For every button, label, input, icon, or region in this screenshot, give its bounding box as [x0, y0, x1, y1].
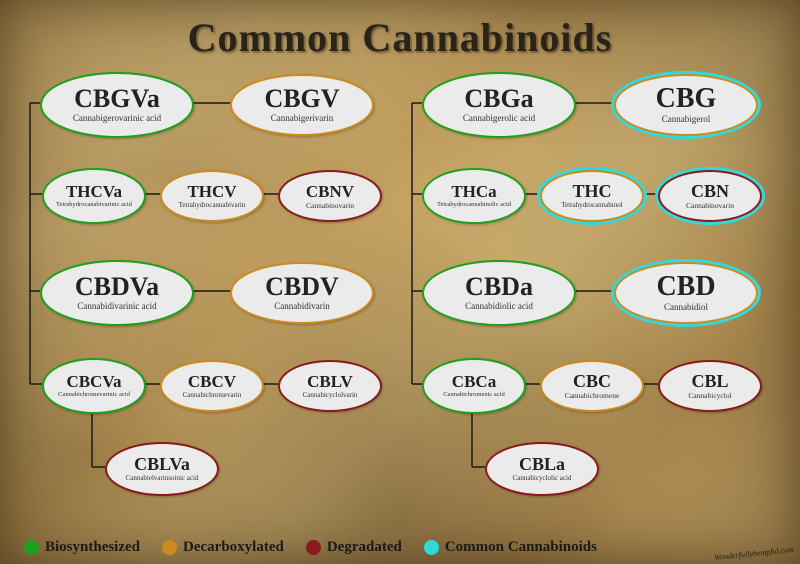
node-abbr: CBDa [465, 274, 533, 300]
legend-label: Degradated [327, 539, 402, 556]
node-thcva: THCVa Tetrahydrocanabivarinic acid [42, 168, 146, 224]
node-abbr: CBN [691, 182, 729, 200]
legend-label: Common Cannabinoids [445, 539, 597, 556]
node-fullname: Tetrahydrocannabivarin [179, 202, 246, 209]
legend-dot [306, 540, 321, 555]
node-cblv: CBLV Cannabicyclolvarin [278, 360, 382, 412]
node-abbr: CBD [656, 273, 715, 301]
node-abbr: THCVa [66, 183, 122, 200]
node-fullname: Cannabichromevarinic acid [58, 392, 130, 399]
node-cbcv: CBCV Cannabichromevarin [160, 360, 264, 412]
node-thcv: THCV Tetrahydrocannabivarin [160, 170, 264, 222]
node-fullname: Cannabichromene [565, 392, 620, 400]
node-abbr: CBDV [265, 274, 339, 300]
node-cbd: CBD Cannabidiol [614, 262, 758, 324]
node-cbdva: CBDVa Cannabidivarinic acid [40, 260, 194, 326]
node-fullname: Cannabidiol [664, 303, 708, 312]
node-cbdv: CBDV Cannabidivarin [230, 262, 374, 324]
node-cbl: CBL Cannabicyclol [658, 360, 762, 412]
node-fullname: Cannabidivarin [274, 302, 330, 311]
node-cbn: CBN Cannabinovarin [658, 170, 762, 222]
node-fullname: Cannabidiolic acid [465, 302, 533, 311]
diagram-canvas: Common Cannabinoids CBGVa Cannabigerovari… [0, 0, 800, 564]
node-fullname: Cannabichromenic acid [443, 392, 505, 399]
node-cbg: CBG Cannabigerol [614, 74, 758, 136]
legend-label: Biosynthesized [45, 539, 140, 556]
node-abbr: THCa [451, 183, 496, 200]
node-abbr: CBDVa [75, 274, 159, 300]
node-abbr: CBL [691, 372, 728, 390]
node-fullname: Cannabinovarin [306, 202, 354, 210]
node-cbla: CBLa Cannabicyclolic acid [485, 442, 599, 496]
node-fullname: Tetrahydrocanabivarinic acid [56, 202, 132, 209]
node-cbcva: CBCVa Cannabichromevarinic acid [42, 358, 146, 414]
legend-dot [24, 540, 39, 555]
node-cbc: CBC Cannabichromene [540, 360, 644, 412]
node-abbr: CBGVa [74, 86, 160, 112]
node-cbgv: CBGV Cannabigerivarin [230, 74, 374, 136]
node-abbr: CBC [573, 372, 611, 390]
legend-item: Common Cannabinoids [424, 539, 597, 556]
node-cbca: CBCa Cannabichromenic acid [422, 358, 526, 414]
legend-item: Degradated [306, 539, 402, 556]
node-abbr: THC [572, 182, 611, 200]
node-thca: THCa Tetrahydrocannabinolic acid [422, 168, 526, 224]
node-abbr: CBGa [464, 86, 533, 112]
node-abbr: CBNV [306, 183, 354, 200]
node-abbr: CBG [656, 85, 717, 113]
node-fullname: Cannabigerol [662, 115, 711, 124]
node-fullname: Tetrahydrocannabinolic acid [437, 202, 511, 209]
node-fullname: Cannabigerovarinic acid [73, 114, 161, 123]
node-abbr: CBGV [264, 86, 339, 112]
legend-dot [424, 540, 439, 555]
node-fullname: Cannabidivarinic acid [77, 302, 156, 311]
node-fullname: Cannabigerolic acid [463, 114, 535, 123]
node-fullname: Cannabicyclolic acid [513, 475, 572, 482]
node-fullname: Cannabinovarin [686, 202, 734, 210]
page-title: Common Cannabinoids [0, 14, 800, 61]
node-cbga: CBGa Cannabigerolic acid [422, 72, 576, 138]
legend-label: Decarboxylated [183, 539, 284, 556]
node-fullname: Cannabielvarinsoinic acid [126, 475, 199, 482]
legend-dot [162, 540, 177, 555]
node-thc: THC Tetrahydrocannabinol [540, 170, 644, 222]
node-abbr: CBCa [452, 373, 496, 390]
node-abbr: CBLa [519, 455, 565, 473]
node-abbr: CBLVa [134, 455, 190, 473]
node-fullname: Cannabigerivarin [271, 114, 333, 123]
node-cbda: CBDa Cannabidiolic acid [422, 260, 576, 326]
node-abbr: CBLV [307, 373, 353, 390]
node-abbr: THCV [187, 183, 236, 200]
node-fullname: Cannabicyclolvarin [303, 392, 358, 399]
node-cbnv: CBNV Cannabinovarin [278, 170, 382, 222]
legend: Biosynthesized Decarboxylated Degradated Co… [24, 539, 776, 556]
legend-item: Biosynthesized [24, 539, 140, 556]
node-cblva: CBLVa Cannabielvarinsoinic acid [105, 442, 219, 496]
legend-item: Decarboxylated [162, 539, 284, 556]
node-fullname: Cannabichromevarin [183, 392, 242, 399]
node-fullname: Cannabicyclol [688, 392, 731, 400]
node-cbgva: CBGVa Cannabigerovarinic acid [40, 72, 194, 138]
node-fullname: Tetrahydrocannabinol [561, 202, 622, 209]
node-abbr: CBCV [188, 373, 236, 390]
node-abbr: CBCVa [66, 373, 121, 390]
